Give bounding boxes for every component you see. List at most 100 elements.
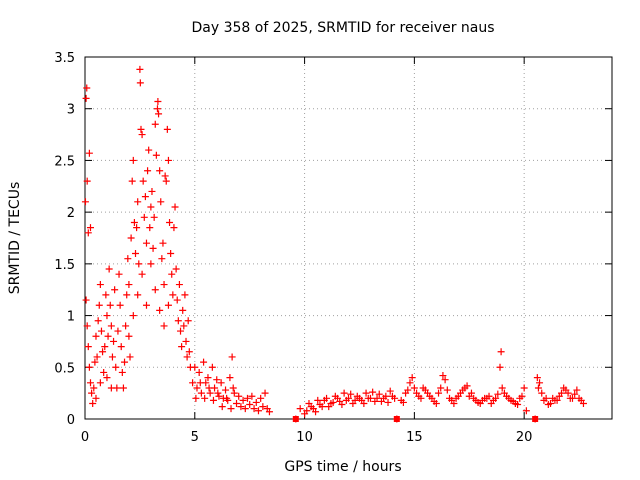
data-point xyxy=(399,398,407,406)
data-point xyxy=(474,398,482,406)
data-point xyxy=(222,386,230,394)
data-point xyxy=(152,151,160,159)
data-point xyxy=(170,224,178,232)
data-point xyxy=(148,187,156,195)
data-point xyxy=(437,384,445,392)
data-point xyxy=(342,396,350,404)
data-point xyxy=(540,396,548,404)
data-point xyxy=(478,396,486,404)
data-point xyxy=(192,394,200,402)
data-point xyxy=(112,363,120,371)
data-point xyxy=(217,379,225,387)
data-point xyxy=(189,379,197,387)
data-point xyxy=(185,348,193,356)
data-point xyxy=(375,390,383,398)
x-tick-label: 0 xyxy=(81,430,89,445)
data-point xyxy=(250,405,258,413)
data-point xyxy=(498,384,506,392)
data-point xyxy=(248,392,256,400)
data-point xyxy=(384,398,392,406)
data-point xyxy=(340,389,348,397)
data-point xyxy=(83,322,91,330)
data-point xyxy=(518,392,526,400)
data-point xyxy=(95,301,103,309)
data-point xyxy=(157,198,165,206)
data-point xyxy=(325,403,333,411)
data-point xyxy=(125,332,133,340)
data-point xyxy=(408,374,416,382)
data-point xyxy=(151,120,159,128)
data-point xyxy=(92,394,100,402)
data-point xyxy=(142,301,150,309)
data-point xyxy=(443,386,451,394)
x-tick-label: 10 xyxy=(296,430,313,445)
data-point xyxy=(227,405,235,413)
data-point xyxy=(307,403,315,411)
data-point xyxy=(205,384,213,392)
data-point xyxy=(329,398,337,406)
data-point xyxy=(254,407,262,415)
data-point xyxy=(347,390,355,398)
data-point xyxy=(246,401,254,409)
data-point xyxy=(136,79,144,87)
data-point xyxy=(133,224,141,232)
data-point xyxy=(156,306,164,314)
data-point xyxy=(103,374,111,382)
data-point xyxy=(200,358,208,366)
y-tick-label: 0 xyxy=(67,413,75,428)
data-point xyxy=(218,403,226,411)
x-tick-label: 5 xyxy=(191,430,199,445)
data-point xyxy=(169,291,177,299)
data-point xyxy=(102,291,110,299)
y-tick-labels: 0 0.5 1 1.5 2 2.5 3 3.5 xyxy=(54,51,75,428)
data-point xyxy=(146,224,154,232)
data-point xyxy=(160,322,168,330)
data-point xyxy=(96,379,104,387)
data-point xyxy=(487,399,495,407)
data-point xyxy=(86,224,94,232)
y-tick-label: 2 xyxy=(67,206,75,221)
data-point xyxy=(156,167,164,175)
data-point xyxy=(137,125,145,133)
data-point xyxy=(448,396,456,404)
data-point xyxy=(166,218,174,226)
plot-frame xyxy=(84,56,613,420)
data-point xyxy=(90,384,98,392)
data-point xyxy=(534,384,542,392)
data-point xyxy=(149,244,157,252)
y-tick-label: 2.5 xyxy=(54,154,75,169)
data-point xyxy=(173,296,181,304)
data-point xyxy=(162,177,170,185)
data-point xyxy=(452,394,460,402)
data-point xyxy=(85,363,93,371)
data-point xyxy=(147,260,155,268)
data-point xyxy=(441,376,449,384)
data-point xyxy=(229,384,237,392)
data-point xyxy=(85,149,93,157)
data-point xyxy=(138,131,146,139)
data-point xyxy=(497,348,505,356)
data-point xyxy=(257,394,265,402)
data-point xyxy=(107,384,115,392)
data-point xyxy=(160,281,168,289)
data-point xyxy=(106,301,114,309)
data-point xyxy=(104,332,112,340)
data-point xyxy=(538,389,546,397)
data-point xyxy=(134,198,142,206)
data-point xyxy=(83,84,91,92)
data-point xyxy=(151,286,159,294)
data-point xyxy=(155,110,163,118)
data-point xyxy=(261,389,269,397)
data-point xyxy=(100,368,108,376)
data-point xyxy=(196,379,204,387)
data-point xyxy=(193,384,201,392)
data-point xyxy=(265,408,273,416)
data-point xyxy=(320,396,328,404)
data-point xyxy=(92,332,100,340)
data-point xyxy=(465,392,473,400)
y-tick-label: 0.5 xyxy=(54,361,75,376)
data-point xyxy=(391,394,399,402)
data-point xyxy=(566,394,574,402)
data-point xyxy=(575,394,583,402)
